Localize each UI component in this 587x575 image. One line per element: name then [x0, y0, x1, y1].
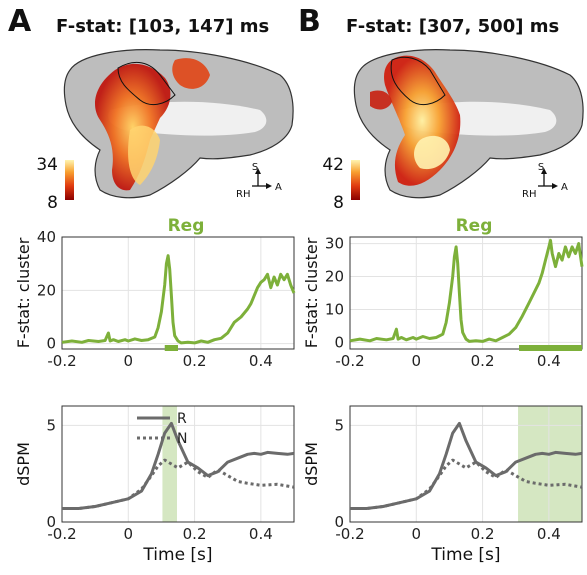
panel-a-title: F-stat: [103, 147] ms [56, 16, 270, 37]
panel1-chart1-ytick-label-1: 5 [334, 416, 344, 434]
panel1-chart1-ylabel: dSPM [302, 442, 321, 486]
panel1-chart0-series-line-0 [349, 238, 584, 343]
activation-core-b [414, 135, 450, 170]
panel0-chart1-ytick-label-0: 0 [46, 513, 56, 531]
panel0-chart1-legend-label-R: R [177, 411, 187, 427]
panel0-chart1-ytick-label-1: 5 [46, 416, 56, 434]
panel1-chart0-axes-frame [349, 236, 583, 350]
panel1-chart1-xtick-label-2: 0.2 [471, 525, 495, 543]
roi-outline-a [117, 61, 176, 106]
panel0-chart0-title: Reg [168, 216, 205, 236]
panel1-chart0-xtick-label-0: -0.2 [335, 352, 364, 370]
colorbar-a-max-label: 34 [36, 155, 58, 175]
panel0-chart1-series-line-N [62, 458, 295, 510]
panel1-chart0-ytick-label-3: 30 [325, 235, 344, 253]
panel1-chart1-shaded-interval [518, 406, 582, 522]
panel1-chart1-series-line-R [350, 421, 583, 510]
orientation-a-label: A [275, 182, 282, 193]
panel0-chart0-ylabel: F-stat: cluster [14, 237, 33, 348]
panel0-chart0-xtick-label-0: -0.2 [47, 352, 76, 370]
panel1-chart1-series-line-N [350, 458, 583, 510]
panel0-chart0-series-line-0 [61, 254, 296, 345]
panel0-chart1-axes-frame [61, 405, 295, 523]
panel0-chart1-legend-label-N: N [177, 431, 187, 447]
panel1-chart0-xtick-label-2: 0.2 [471, 352, 495, 370]
panel1-chart0-significance-bar-0 [519, 345, 582, 351]
panel0-chart1-series-line-R [62, 421, 295, 510]
orientation-a-label-b: A [561, 182, 568, 193]
panel1-chart0-ytick-label-1: 10 [325, 300, 344, 318]
panel0-chart0-significance-bar-0 [164, 345, 178, 351]
panel0-chart0-xtick-label-2: 0.2 [183, 352, 207, 370]
panel0-chart1-ylabel: dSPM [14, 442, 33, 486]
panel0-chart1-xtick-label-1: 0 [124, 525, 134, 543]
colorbar-b-max-label: 42 [322, 155, 344, 175]
panel1-chart1-axes-frame [349, 405, 583, 523]
orientation-s-label-b: S [538, 162, 544, 173]
panel0-chart1-xtick-label-2: 0.2 [183, 525, 207, 543]
panel0-chart0-ytick-label-1: 20 [37, 281, 56, 299]
panel0-chart1-xtick-label-3: 0.4 [249, 525, 273, 543]
panel1-chart1-xlabel: Time [s] [430, 545, 500, 565]
panel1-chart1-ytick-label-0: 0 [334, 513, 344, 531]
panel1-chart1-xtick-label-3: 0.4 [537, 525, 561, 543]
panel0-chart0-xtick-label-1: 0 [124, 352, 134, 370]
panel0-chart0-ytick-label-2: 40 [37, 228, 56, 246]
brain-map-a: 34 8 S A RH [36, 49, 294, 213]
orientation-rh-label: RH [236, 189, 250, 200]
panel1-chart0-ytick-label-2: 20 [325, 268, 344, 286]
panel-b-title: F-stat: [307, 500] ms [346, 16, 560, 37]
orientation-arrows-b: S A RH [522, 162, 568, 200]
activation-spot-a [172, 58, 210, 89]
colorbar-a-min-label: 8 [47, 193, 58, 213]
brain-map-b: 42 8 S A RH [322, 49, 584, 213]
colorbar-b-min-label: 8 [333, 193, 344, 213]
activation-spot-b [370, 90, 392, 110]
orientation-arrows-a: S A RH [236, 162, 282, 200]
roi-outline-b [390, 56, 446, 106]
panel1-chart1-xtick-label-1: 0 [412, 525, 422, 543]
panel0-chart0-axes-frame [61, 236, 295, 350]
panel-letter-a: A [8, 4, 32, 39]
panel0-chart1-xlabel: Time [s] [142, 545, 212, 565]
orientation-rh-label-b: RH [522, 189, 536, 200]
activation-cluster-a [95, 63, 171, 191]
panel-letter-b: B [298, 4, 321, 39]
panel0-chart0-ytick-label-0: 0 [46, 335, 56, 353]
orientation-s-label: S [252, 162, 258, 173]
panel0-chart0-xtick-label-3: 0.4 [249, 352, 273, 370]
panel1-chart0-ylabel: F-stat: cluster [302, 237, 321, 348]
panel1-chart0-xtick-label-1: 0 [412, 352, 422, 370]
colorbar-b [351, 160, 360, 200]
panel0-chart1-xtick-label-0: -0.2 [47, 525, 76, 543]
panel1-chart0-ytick-label-0: 0 [334, 333, 344, 351]
panel1-chart0-xtick-label-3: 0.4 [537, 352, 561, 370]
panel1-chart0-title: Reg [456, 216, 493, 236]
panel1-chart1-xtick-label-0: -0.2 [335, 525, 364, 543]
colorbar-a [65, 160, 74, 200]
activation-core-a [128, 125, 160, 185]
